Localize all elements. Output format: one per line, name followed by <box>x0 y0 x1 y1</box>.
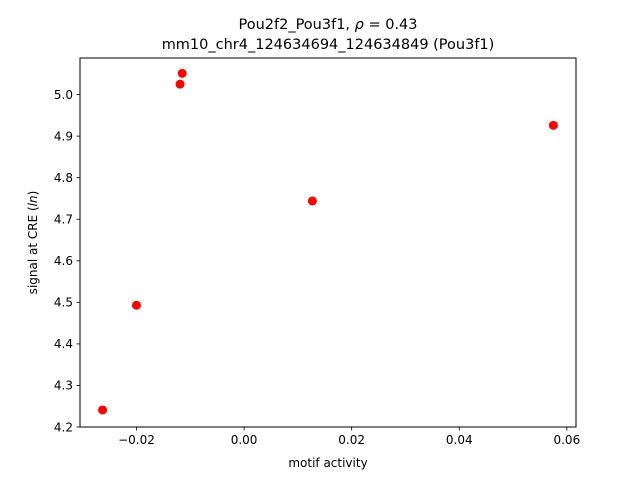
chart-title-line2: mm10_chr4_124634694_124634849 (Pou3f1) <box>162 37 495 53</box>
x-tick-label: 0.02 <box>338 433 365 447</box>
data-point <box>548 120 558 130</box>
plot-area-frame <box>79 57 577 428</box>
x-axis-label: motif activity <box>288 456 367 470</box>
chart-title-rho: ρ <box>355 17 365 33</box>
data-point <box>98 405 108 415</box>
y-axis-label: signal at CRE (ln) <box>26 191 40 295</box>
data-points <box>98 68 558 415</box>
x-tick-label: 0.06 <box>553 433 580 447</box>
y-tick-label: 4.3 <box>54 379 73 393</box>
data-point <box>177 68 187 78</box>
x-tick-label: 0.00 <box>231 433 258 447</box>
x-tick-label: −0.02 <box>118 433 155 447</box>
data-point <box>307 196 317 206</box>
chart-title-prefix: Pou2f2_Pou3f1, <box>238 17 354 33</box>
chart-title-line1: Pou2f2_Pou3f1, ρ = 0.43 <box>238 17 417 33</box>
chart-title-suffix: = 0.43 <box>364 17 418 33</box>
y-tick-label: 4.7 <box>54 213 73 227</box>
y-axis-label-italic: ln <box>26 195 40 206</box>
data-point <box>131 300 141 310</box>
y-tick-label: 4.9 <box>54 129 73 143</box>
axis-ticks: −0.02 0.00 0.02 0.04 0.06 4.2 4.3 4.4 4.5 4.6 4.7 4… <box>54 88 580 447</box>
y-tick-label: 5.0 <box>54 88 73 102</box>
y-tick-label: 4.5 <box>54 296 73 310</box>
y-axis-label-suffix: ) <box>26 191 40 196</box>
y-tick-label: 4.6 <box>54 254 73 268</box>
data-point <box>175 79 185 89</box>
y-axis-label-prefix: signal at CRE ( <box>26 206 40 294</box>
x-tick-label: 0.04 <box>446 433 473 447</box>
y-tick-label: 4.2 <box>54 420 73 434</box>
y-tick-label: 4.4 <box>54 337 73 351</box>
y-tick-label: 4.8 <box>54 171 73 185</box>
